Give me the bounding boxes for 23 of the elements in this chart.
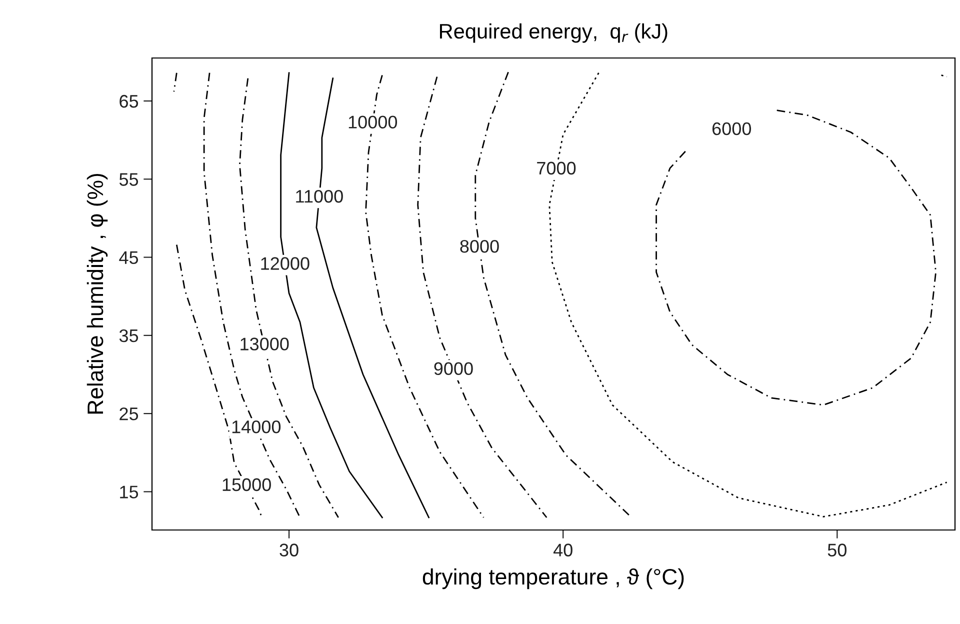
- y-tick-label: 65: [120, 94, 138, 108]
- y-tick-label: 35: [119, 329, 138, 342]
- annotation: 15000: [222, 478, 271, 492]
- y-tick-label: 55: [119, 173, 138, 186]
- annotation: 10000: [348, 116, 398, 128]
- x-axis-title: drying temperature , ϑ (°C): [422, 568, 684, 590]
- x-tick-label: 30: [280, 544, 298, 556]
- annotation: 7000: [537, 162, 576, 175]
- chart-title: Required energy, q$_{r}$ (kJ): [440, 23, 668, 43]
- annotation: 14000: [232, 420, 281, 434]
- annotation: 12000: [261, 257, 310, 270]
- annotation: 8000: [460, 240, 499, 253]
- annotation: 9000: [434, 362, 473, 376]
- line-series: [656, 110, 937, 406]
- annotation: 6000: [712, 122, 752, 136]
- y-tick-label: 15: [120, 486, 138, 498]
- x-tick-label: 40: [553, 544, 572, 556]
- x-tick-label: 50: [828, 544, 846, 556]
- y-axis-title: Relative humidity , φ (%): [86, 174, 108, 414]
- annotation: 11000: [296, 190, 343, 203]
- annotation: 13000: [240, 338, 289, 350]
- y-tick-label: 25: [120, 407, 138, 420]
- y-tick-label: 45: [119, 251, 138, 264]
